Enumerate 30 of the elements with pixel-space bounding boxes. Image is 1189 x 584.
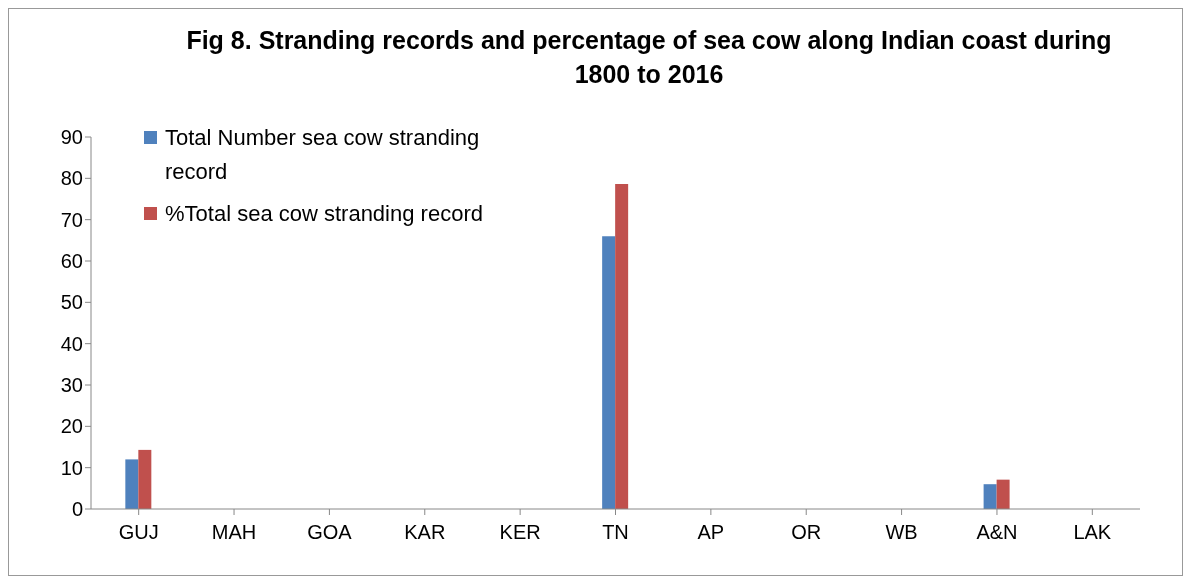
x-tick-label: GOA xyxy=(307,521,353,544)
x-tick-label: TN xyxy=(602,521,629,544)
x-tick-label: KER xyxy=(499,521,541,544)
x-tick-label: OR xyxy=(791,521,822,544)
chart-title: Fig 8. Stranding records and percentage of sea cow along Indian coast during 1800 to 2016 xyxy=(185,25,1113,90)
y-tick-label: 50 xyxy=(60,291,83,314)
y-tick-label: 0 xyxy=(71,498,83,521)
x-tick-label: KAR xyxy=(404,521,446,544)
x-tick-label: A&N xyxy=(976,521,1018,544)
bar xyxy=(983,484,997,509)
y-tick-label: 90 xyxy=(60,126,83,149)
x-tick-label: LAK xyxy=(1073,521,1112,544)
y-tick-label: 80 xyxy=(60,167,83,190)
legend-label: Total Number sea cow stranding record xyxy=(165,124,481,186)
y-tick-label: 70 xyxy=(60,208,83,231)
x-tick-label: MAH xyxy=(211,521,257,544)
x-tick-label: WB xyxy=(885,521,918,544)
bar xyxy=(125,459,139,509)
y-tick-label: 20 xyxy=(60,415,83,438)
y-tick-label: 30 xyxy=(60,374,83,397)
y-tick-label: 60 xyxy=(60,250,83,273)
y-tick-label: 40 xyxy=(60,332,83,355)
bar xyxy=(615,184,629,509)
y-tick-label: 10 xyxy=(60,456,83,479)
legend-label: %Total sea cow stranding record xyxy=(165,200,483,228)
bar xyxy=(996,479,1010,509)
x-tick-label: GUJ xyxy=(118,521,159,544)
x-tick-label: AP xyxy=(697,521,725,544)
bar xyxy=(602,236,616,509)
bar xyxy=(138,449,152,509)
